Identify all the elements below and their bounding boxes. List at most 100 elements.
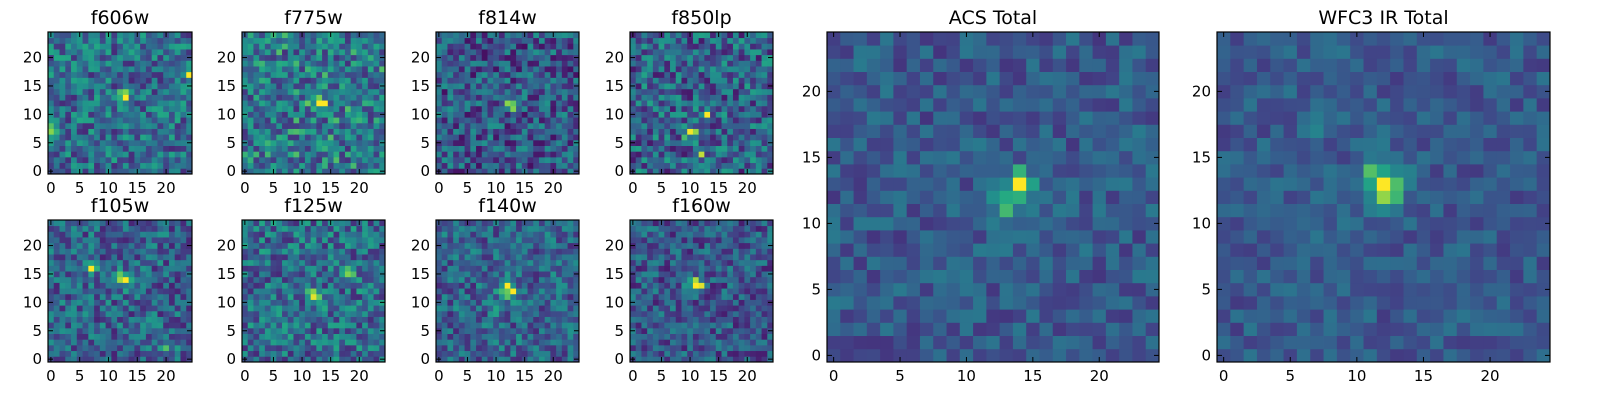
heatmap-cell (253, 66, 260, 73)
heatmap-cell (316, 276, 323, 283)
heatmap-cell (721, 288, 728, 295)
heatmap-cell (282, 60, 289, 67)
heatmap-cell (710, 60, 717, 67)
heatmap-cell (727, 145, 734, 152)
heatmap-cell (140, 242, 147, 249)
heatmap-cell (322, 299, 329, 306)
heatmap-cell (715, 105, 722, 112)
heatmap-cell (168, 339, 176, 346)
heatmap-cell (732, 134, 740, 141)
heatmap-cell (744, 117, 751, 124)
heatmap-cell (744, 344, 751, 352)
heatmap-cell (464, 310, 471, 317)
heatmap-cell (293, 111, 300, 118)
heatmap-cell (675, 105, 682, 112)
heatmap-cell (71, 248, 78, 255)
heatmap-cell (322, 145, 329, 152)
heatmap-cell (436, 43, 443, 50)
heatmap-cell (710, 88, 717, 95)
heatmap-cell (481, 293, 488, 300)
heatmap-cell (122, 322, 130, 329)
heatmap-cell (510, 305, 517, 312)
heatmap-cell (339, 316, 346, 323)
heatmap-cell (287, 350, 294, 357)
heatmap-cell (134, 327, 141, 334)
heatmap-cell (82, 139, 89, 146)
heatmap-cell (276, 117, 283, 124)
heatmap-cell (65, 265, 72, 272)
heatmap-cell (750, 100, 757, 107)
heatmap-cell (316, 344, 323, 352)
heatmap-cell (504, 339, 511, 346)
heatmap-cell (510, 134, 517, 141)
heatmap-cell (276, 156, 283, 164)
heatmap-cell (71, 43, 78, 50)
heatmap-cell (362, 151, 369, 158)
heatmap-cell (658, 128, 665, 135)
heatmap-cell (174, 310, 181, 317)
heatmap-cell (367, 71, 374, 78)
heatmap-cell (527, 122, 534, 129)
heatmap-cell (436, 259, 443, 266)
heatmap-cell (186, 117, 193, 124)
heatmap-cell (447, 105, 454, 112)
heatmap-cell (117, 111, 124, 118)
heatmap-cell (670, 168, 677, 175)
heatmap-cell (117, 66, 124, 73)
heatmap-cell (168, 117, 176, 124)
heatmap-cell (556, 162, 563, 169)
heatmap-cell (704, 162, 711, 169)
heatmap-cell (76, 225, 83, 232)
heatmap-cell (151, 327, 158, 334)
heatmap-cell (755, 339, 762, 346)
heatmap-cell (293, 344, 300, 352)
heatmap-cell (767, 293, 774, 300)
heatmap-cell (339, 276, 346, 283)
heatmap-cell (721, 83, 728, 90)
heatmap-cell (533, 71, 540, 78)
heatmap-cell (316, 350, 323, 357)
heatmap-cell (304, 100, 312, 107)
heatmap-cell (276, 293, 283, 300)
heatmap-cell (94, 322, 101, 329)
heatmap-cell (721, 128, 728, 135)
heatmap-cell (510, 242, 517, 249)
heatmap-cell (573, 43, 580, 50)
heatmap-cell (527, 350, 534, 357)
heatmap-cell (117, 162, 124, 169)
heatmap-cell (476, 282, 483, 289)
heatmap-cell (658, 94, 665, 101)
heatmap-cell (470, 88, 477, 95)
heatmap-cell (117, 276, 124, 283)
heatmap-cell (163, 156, 170, 164)
heatmap-cell (721, 350, 728, 357)
heatmap-cell (253, 231, 260, 238)
heatmap-cell (704, 60, 711, 67)
heatmap-cell (493, 145, 500, 152)
heatmap-cell (692, 282, 700, 289)
heatmap-cell (186, 310, 193, 317)
heatmap-cell (350, 71, 357, 78)
heatmap-cell (698, 71, 705, 78)
heatmap-cell (681, 282, 688, 289)
heatmap-cell (299, 43, 306, 50)
heatmap-cell (498, 88, 506, 95)
heatmap-cell (163, 276, 170, 283)
heatmap-cell (516, 276, 523, 283)
heatmap-cell (670, 151, 677, 158)
heatmap-cell (362, 88, 369, 95)
heatmap-cell (293, 117, 300, 124)
heatmap-cell (464, 327, 471, 334)
heatmap-cell (180, 83, 187, 90)
heatmap-cell (180, 54, 187, 61)
heatmap-cell (333, 122, 340, 129)
heatmap-cell (527, 83, 534, 90)
heatmap-cell (356, 49, 363, 56)
heatmap-cell (761, 145, 768, 152)
heatmap-cell (715, 162, 722, 169)
heatmap-cell (504, 220, 511, 227)
heatmap-cell (675, 162, 682, 169)
heatmap-cell (134, 271, 141, 278)
heatmap-cell (550, 94, 557, 101)
heatmap-cell (527, 265, 534, 272)
